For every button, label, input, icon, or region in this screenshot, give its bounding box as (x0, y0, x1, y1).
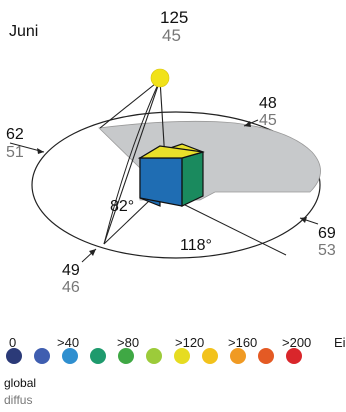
cube-side-face (181, 151, 204, 207)
orbit-ellipse (31, 111, 321, 259)
arrow-east-head (300, 217, 307, 223)
west-diffus-value: 51 (6, 144, 24, 161)
legend-dot-8 (230, 348, 246, 364)
elevation-angle-label: 82° (110, 198, 135, 215)
west-global-value: 62 (6, 126, 24, 143)
legend-tick-2: >80 (117, 335, 140, 350)
legend-tick-4: >160 (228, 335, 258, 350)
arrow-south-head (89, 249, 96, 256)
legend-tick-5: >200 (282, 335, 312, 350)
sun-global-value: 125 (160, 8, 189, 27)
azimuth-angle-label: 118° (180, 237, 212, 254)
north-diffus-value: 45 (259, 112, 277, 129)
cube-top-face-fill (137, 145, 204, 159)
legend-tick-6: Ei (334, 335, 346, 350)
azimuth-line-south (103, 199, 151, 245)
legend-dot-2 (62, 348, 78, 364)
azimuth-line-east (174, 199, 287, 256)
legend-tick-1: >40 (57, 335, 80, 350)
sun-ray-south (103, 79, 161, 245)
east-diffus-value: 53 (318, 242, 336, 259)
month-label: Juni (9, 23, 39, 40)
legend-dot-0 (6, 348, 22, 364)
legend-dot-1 (34, 348, 50, 364)
legend-dot-3 (90, 348, 106, 364)
legend-dots (6, 348, 302, 364)
legend-dot-9 (258, 348, 274, 364)
legend-diffus-label: diffus (4, 393, 33, 407)
legend-dot-7 (202, 348, 218, 364)
legend-dot-6 (174, 348, 190, 364)
north-global-value: 48 (259, 95, 277, 112)
arrow-north-head (244, 121, 251, 127)
sun-ray-west (99, 79, 161, 129)
sun-diffus-value: 45 (162, 26, 181, 45)
east-global-value: 69 (318, 225, 336, 242)
legend-tick-0: 0 (9, 335, 17, 350)
south-diffus-value: 46 (62, 279, 80, 296)
south-global-value: 49 (62, 262, 80, 279)
legend-tick-3: >120 (175, 335, 205, 350)
arrow-west-head (37, 148, 44, 154)
cube-front-face-wide (140, 158, 182, 206)
sun-icon (150, 68, 170, 88)
elevation-arc (103, 79, 161, 245)
legend-dot-10 (286, 348, 302, 364)
legend-dot-4 (118, 348, 134, 364)
legend-global-label: global (4, 376, 37, 390)
legend-dot-5 (146, 348, 162, 364)
